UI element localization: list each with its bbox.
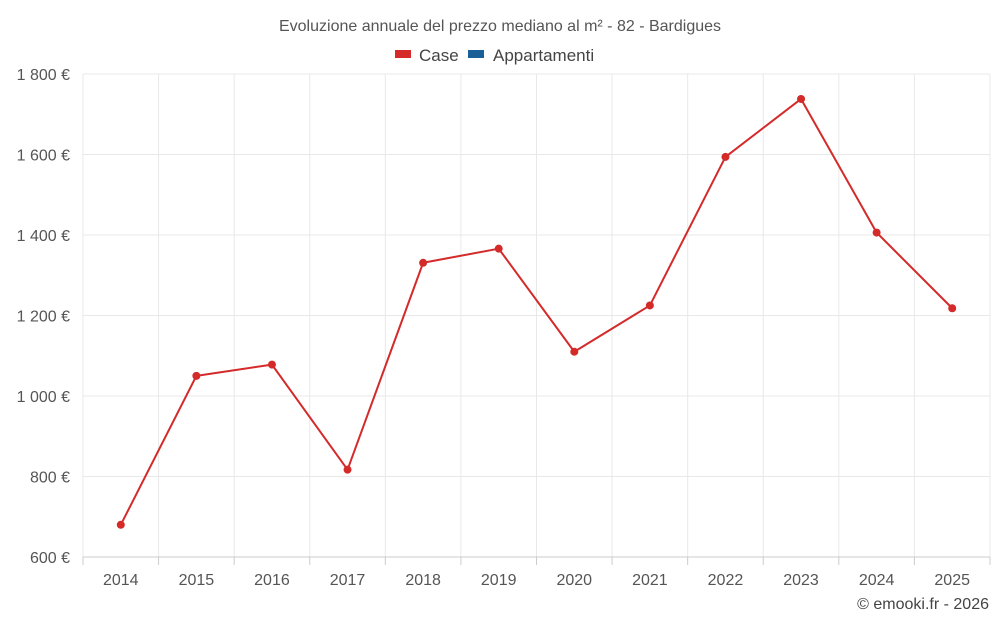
legend-swatch-case	[395, 50, 411, 58]
data-point[interactable]	[948, 304, 957, 313]
x-tick-label: 2015	[179, 572, 215, 589]
credit-text: © emooki.fr - 2026	[857, 596, 989, 613]
x-tick-label: 2023	[783, 572, 819, 589]
data-point[interactable]	[570, 347, 579, 356]
y-tick-label: 1 600 €	[17, 148, 70, 165]
series-case	[116, 94, 957, 529]
data-point[interactable]	[797, 94, 806, 103]
data-point[interactable]	[419, 258, 428, 267]
legend: Case Appartamenti	[395, 46, 594, 65]
x-tick-label: 2017	[330, 572, 366, 589]
legend-label-case[interactable]: Case	[419, 46, 459, 65]
x-tick-label: 2020	[556, 572, 592, 589]
data-point[interactable]	[343, 465, 352, 474]
legend-label-appartamenti[interactable]: Appartamenti	[493, 46, 594, 65]
y-tick-label: 600 €	[30, 550, 70, 567]
x-tick-label: 2025	[934, 572, 970, 589]
x-tick-label: 2016	[254, 572, 290, 589]
y-tick-label: 1 800 €	[17, 67, 70, 84]
axes: 600 € 800 € 1 000 € 1 200 € 1 400 € 1 600 € 1 …	[17, 67, 991, 589]
data-point[interactable]	[116, 520, 125, 529]
data-point[interactable]	[494, 244, 503, 253]
y-tick-label: 1 400 €	[17, 228, 70, 245]
y-tick-label: 800 €	[30, 470, 70, 487]
chart-title: Evoluzione annuale del prezzo mediano al…	[279, 18, 721, 35]
series-line-case	[119, 97, 953, 526]
data-point[interactable]	[721, 152, 730, 161]
x-tick-label: 2022	[708, 572, 744, 589]
data-point[interactable]	[872, 228, 881, 237]
x-tick-label: 2021	[632, 572, 668, 589]
data-point[interactable]	[192, 371, 201, 380]
y-tick-label: 1 000 €	[17, 389, 70, 406]
grid	[82, 73, 991, 557]
data-point[interactable]	[267, 360, 276, 369]
data-point[interactable]	[645, 301, 654, 310]
x-tick-label: 2024	[859, 572, 895, 589]
x-tick-label: 2019	[481, 572, 517, 589]
y-tick-label: 1 200 €	[17, 309, 70, 326]
x-tick-label: 2014	[103, 572, 139, 589]
x-tick-label: 2018	[405, 572, 441, 589]
legend-swatch-appartamenti	[468, 50, 484, 58]
